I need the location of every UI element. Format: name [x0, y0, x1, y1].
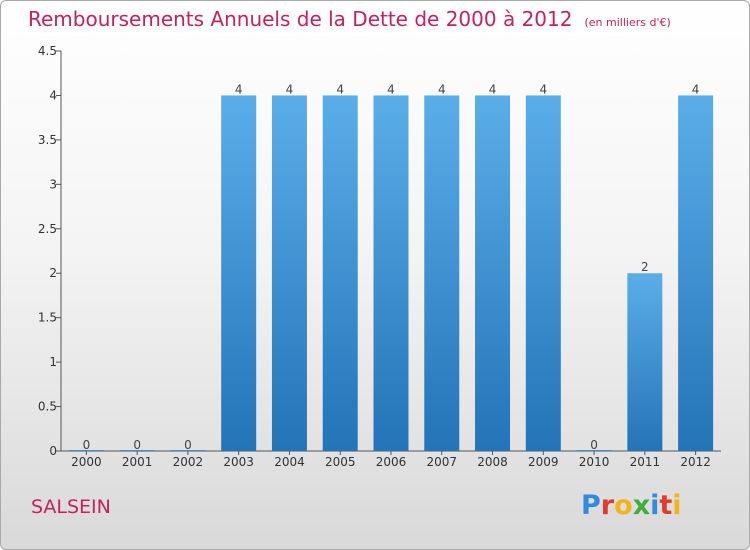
bar-2006	[373, 95, 409, 451]
y-tick-label: 1.5	[38, 311, 57, 325]
y-tick-label: 3	[49, 177, 57, 191]
x-tick-label: 2010	[579, 455, 610, 469]
data-label-2002: 0	[184, 438, 192, 452]
bar-2011	[627, 273, 663, 451]
data-label-2005: 4	[336, 82, 344, 96]
data-label-2011: 2	[641, 260, 649, 274]
x-tick-label: 2002	[173, 455, 204, 469]
x-tick-label: 2003	[223, 455, 254, 469]
bar-2007	[424, 95, 460, 451]
x-tick-label: 2008	[477, 455, 508, 469]
bar-2004	[271, 95, 307, 451]
bar-2010	[576, 450, 612, 451]
x-tick-label: 2009	[528, 455, 559, 469]
data-label-2004: 4	[286, 82, 294, 96]
x-tick-label: 2005	[325, 455, 356, 469]
data-label-2006: 4	[387, 82, 395, 96]
x-tick-label: 2012	[680, 455, 711, 469]
y-tick-label: 4	[49, 88, 57, 102]
bar-2009	[525, 95, 561, 451]
x-tick-label: 2006	[376, 455, 407, 469]
x-tick-label: 2011	[630, 455, 661, 469]
x-tick-label: 2001	[122, 455, 153, 469]
y-tick-label: 2.5	[38, 222, 57, 236]
x-tick-label: 2000	[71, 455, 102, 469]
bars	[68, 95, 714, 451]
data-label-2008: 4	[489, 82, 497, 96]
x-tick-label: 2004	[274, 455, 305, 469]
y-tick-label: 2	[49, 266, 57, 280]
data-label-2003: 4	[235, 82, 243, 96]
y-tick-label: 3.5	[38, 133, 57, 147]
x-tick-label: 2007	[426, 455, 457, 469]
data-label-2009: 4	[539, 82, 547, 96]
y-tick-label: 4.5	[38, 44, 57, 58]
data-label-2010: 0	[590, 438, 598, 452]
bar-2002	[170, 450, 206, 451]
data-label-2000: 0	[83, 438, 91, 452]
chart-title-main: Remboursements Annuels de la Dette de 20…	[28, 7, 573, 31]
commune-name: SALSEIN	[31, 496, 111, 518]
y-tick-label: 0	[49, 444, 57, 458]
chart-title: Remboursements Annuels de la Dette de 20…	[28, 7, 671, 31]
chart-title-unit: (en milliers d'€)	[584, 16, 671, 29]
bar-2001	[119, 450, 155, 451]
bar-2008	[475, 95, 511, 451]
data-label-2007: 4	[438, 82, 446, 96]
y-tick-label: 1	[49, 355, 57, 369]
bar-2000	[68, 450, 104, 451]
y-tick-label: 0.5	[38, 400, 57, 414]
bar-2012	[678, 95, 714, 451]
proxiti-logo: Proxiti	[581, 490, 682, 521]
bar-2005	[322, 95, 358, 451]
bar-2003	[221, 95, 257, 451]
data-label-2012: 4	[692, 82, 700, 96]
data-label-2001: 0	[133, 438, 141, 452]
data-labels: 0 0 0 4 4 4 4 4 4 4 0 2 4	[83, 82, 700, 452]
